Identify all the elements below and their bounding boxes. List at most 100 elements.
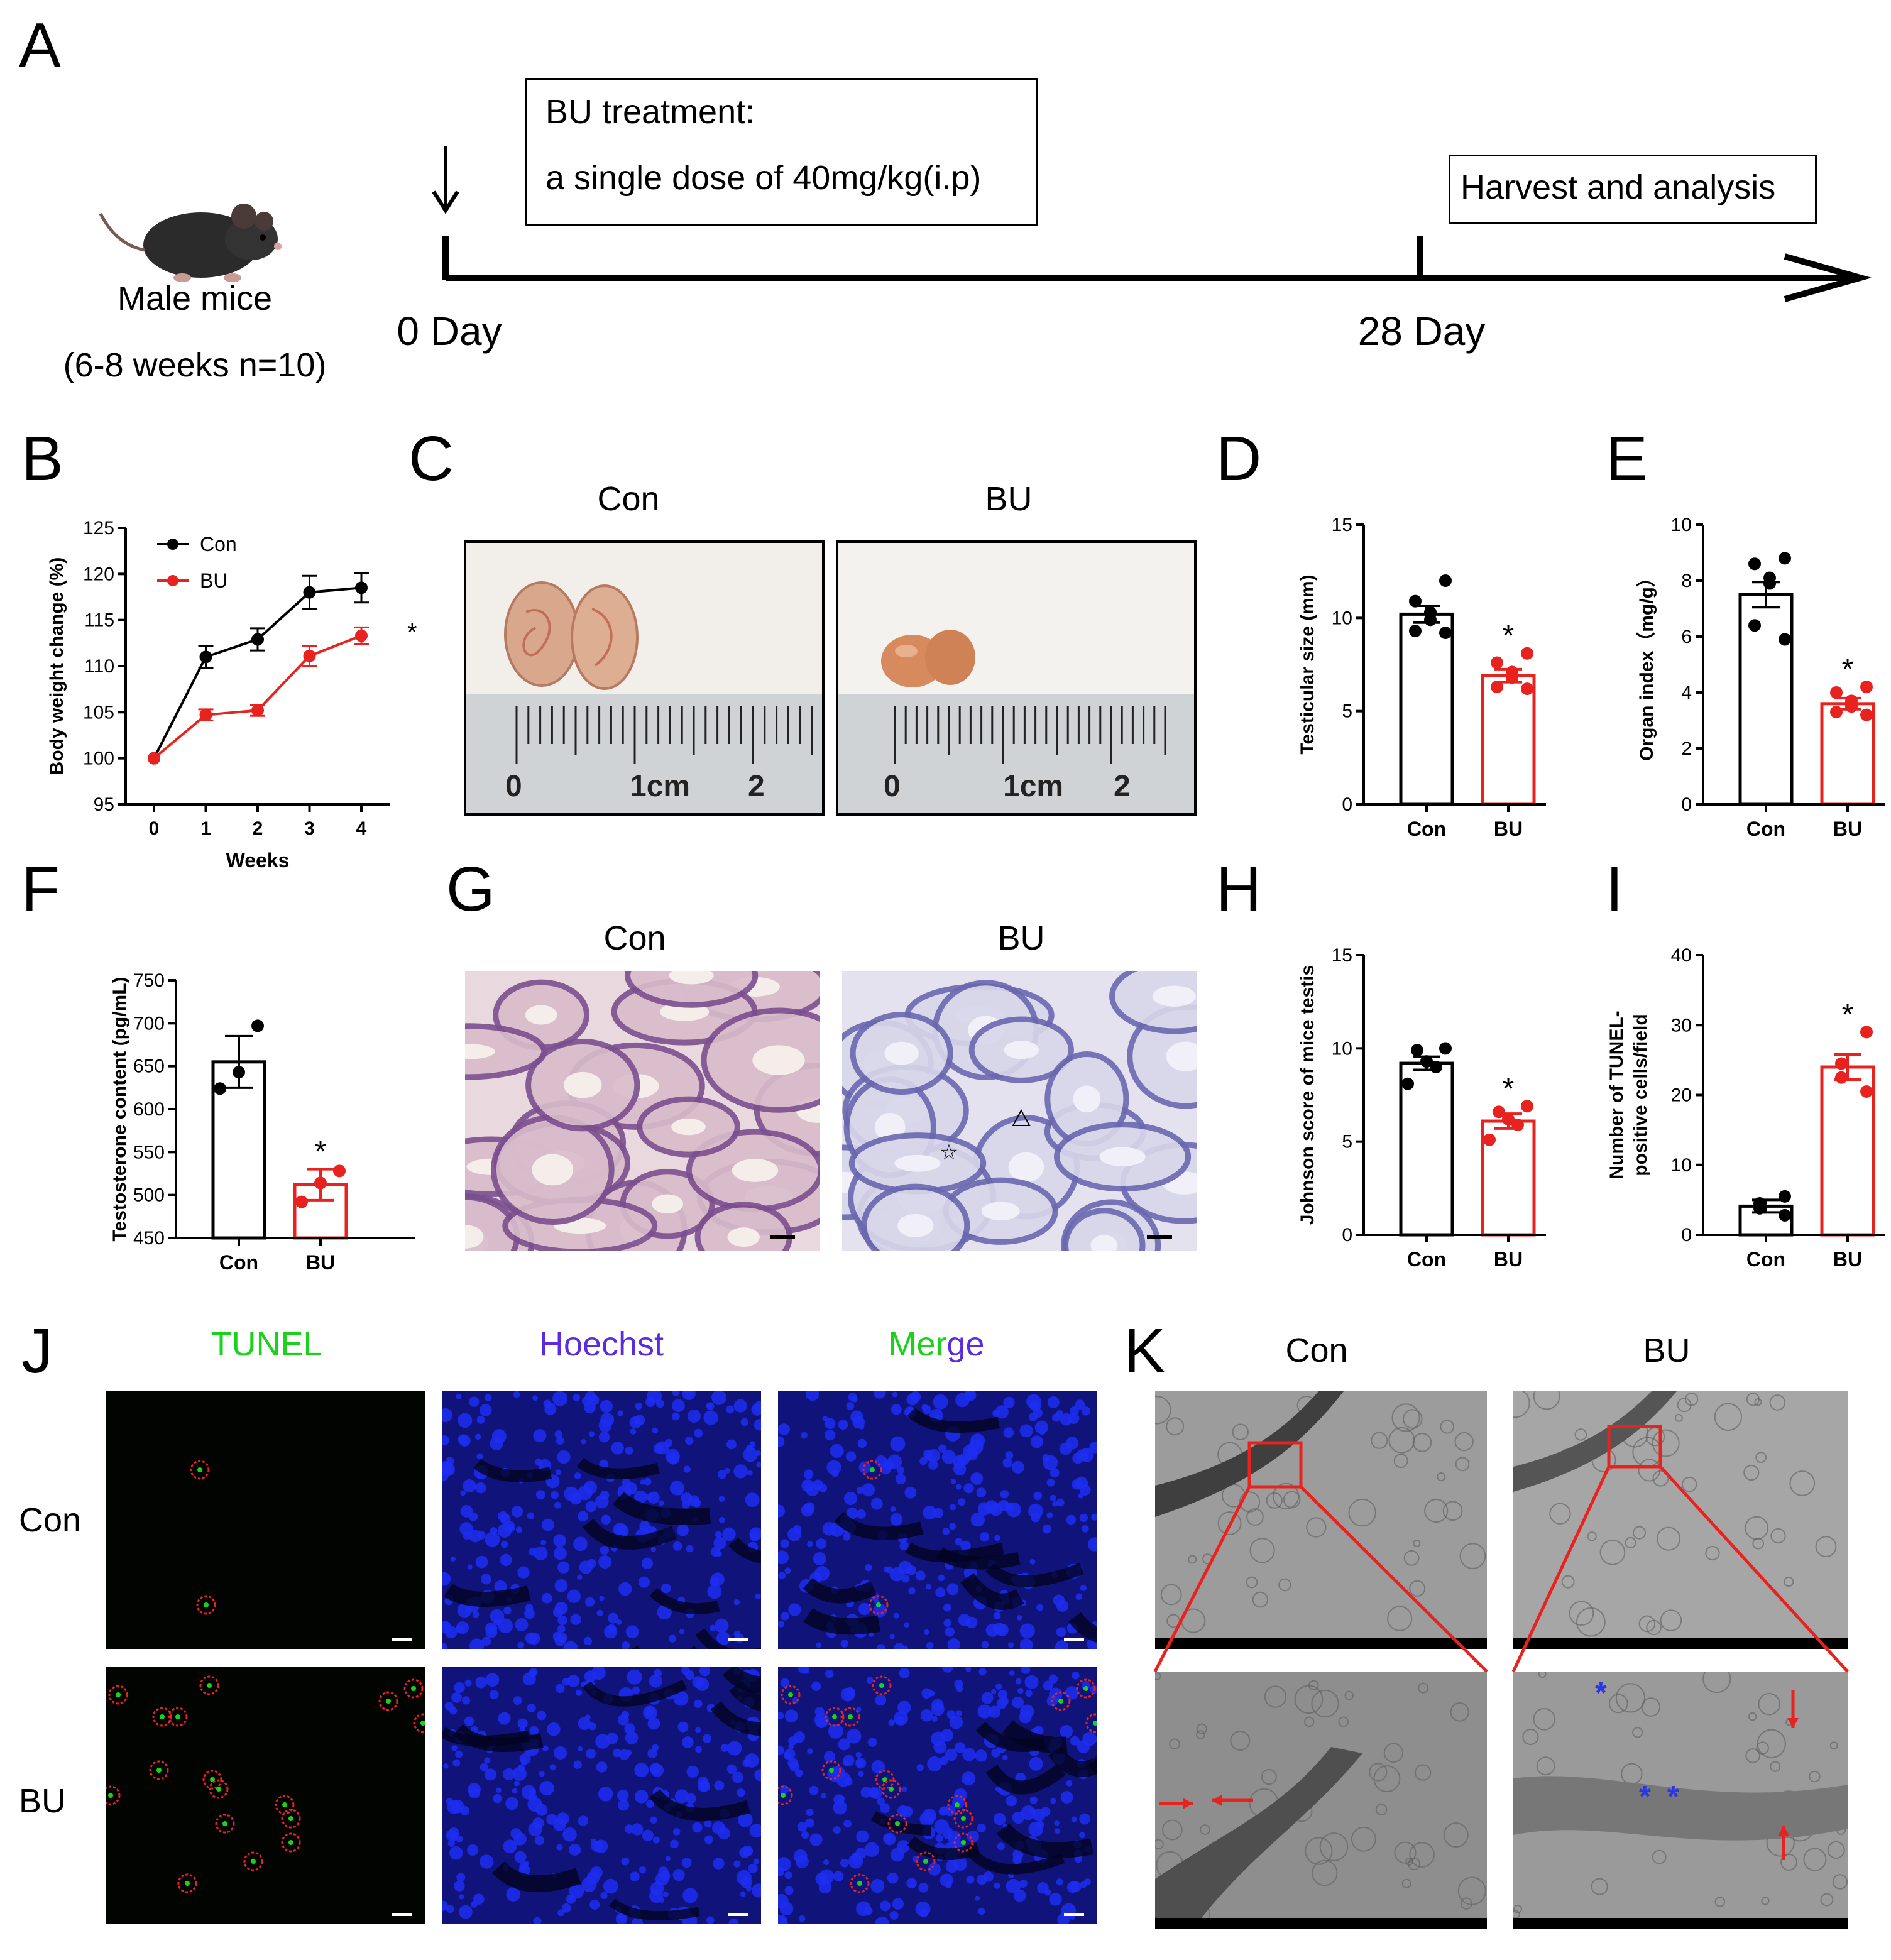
nucleus [707, 1584, 722, 1599]
nucleus [1031, 1513, 1041, 1523]
organelle [1415, 1764, 1432, 1781]
day-end-label: 28 Day [1357, 309, 1486, 354]
nucleus [514, 1851, 527, 1863]
nucleus [542, 1518, 554, 1531]
nucleus [830, 1443, 844, 1458]
nucleus [1026, 1394, 1041, 1410]
nucleus [552, 1631, 562, 1641]
nucleus [842, 1533, 851, 1541]
d-dot-bu [1491, 656, 1503, 669]
e-dot-con [1748, 557, 1761, 571]
b-point-con [251, 633, 264, 646]
blue-asterisk: * [1595, 1677, 1607, 1710]
nucleus [562, 1678, 571, 1686]
nucleus [778, 1712, 784, 1720]
nucleus [527, 1703, 536, 1712]
e-dot-bu [1860, 708, 1873, 721]
nucleus [733, 1464, 748, 1479]
nucleus [843, 1777, 853, 1786]
nucleus [993, 1813, 1006, 1826]
nucleus [816, 1717, 827, 1729]
nucleus [1005, 1451, 1014, 1459]
e-x-tick-label: Con [1746, 818, 1785, 840]
organelle [1403, 1409, 1423, 1429]
tunel-cell-circle [413, 1713, 425, 1733]
nucleus [679, 1629, 685, 1634]
tunel-positive-cell [848, 1714, 853, 1719]
nucleus [501, 1541, 508, 1548]
nucleus [852, 1416, 865, 1429]
nucleus [573, 1394, 581, 1402]
nucleus [1091, 1513, 1097, 1521]
nucleus [1017, 1687, 1024, 1694]
nucleus [813, 1479, 823, 1490]
tunel-positive-cell [895, 1821, 900, 1826]
nucleus [732, 1771, 743, 1783]
organelle [1373, 1765, 1401, 1793]
tunel-cell-circle [281, 1809, 301, 1829]
nucleus [889, 1911, 899, 1920]
nucleus [858, 1602, 871, 1616]
tunel-cell-circle [209, 1779, 229, 1799]
nucleus [778, 1436, 785, 1447]
f-y-tick-label: 600 [133, 1099, 165, 1120]
blue-asterisk: * [1639, 1780, 1651, 1814]
nucleus [733, 1860, 741, 1868]
nucleus [895, 1474, 906, 1485]
nucleus [529, 1668, 538, 1677]
organelle [1748, 1712, 1757, 1721]
e-x-tick-label: BU [1833, 818, 1862, 840]
nucleus [600, 1892, 608, 1900]
nucleus [823, 1859, 830, 1866]
d-x-tick-label: Con [1407, 818, 1446, 840]
nucleus [787, 1758, 799, 1768]
nucleus [901, 1786, 907, 1792]
nucleus [595, 1494, 609, 1509]
nucleus [589, 1899, 600, 1910]
h-dot-bu [1502, 1113, 1515, 1126]
tunel-cell-circle [850, 1873, 870, 1893]
h-dot-con [1411, 1044, 1423, 1057]
organelle [1252, 1591, 1269, 1608]
f-dot-con [251, 1019, 264, 1032]
nucleus [920, 1709, 933, 1722]
nucleus [695, 1727, 701, 1733]
tubule-lumen [1152, 985, 1196, 1007]
membrane-section [1513, 1776, 1848, 1841]
tem-con-roi [1247, 1441, 1303, 1489]
nucleus [647, 1748, 657, 1759]
nucleus [562, 1827, 577, 1842]
nucleus [805, 1391, 819, 1401]
nucleus [738, 1812, 753, 1827]
nucleus [855, 1758, 867, 1769]
nucleus [866, 1677, 874, 1684]
nucleus [950, 1504, 956, 1511]
nucleus [908, 1587, 916, 1595]
nucleus [686, 1793, 696, 1804]
nucleus [965, 1391, 975, 1398]
nucleus [647, 1391, 662, 1404]
nucleus [583, 1481, 597, 1494]
nucleus [927, 1449, 940, 1463]
nucleus [696, 1677, 710, 1691]
nucleus [1025, 1690, 1033, 1697]
nucleus [476, 1415, 485, 1424]
nucleus [1054, 1820, 1060, 1826]
nucleus [753, 1858, 759, 1865]
nucleus [647, 1491, 660, 1504]
nucleus [1040, 1807, 1051, 1817]
nucleus [1049, 1893, 1062, 1906]
d-dot-con [1409, 625, 1422, 638]
nucleus [635, 1402, 643, 1410]
nucleus [890, 1506, 896, 1512]
h-dot-bu [1483, 1133, 1496, 1146]
organelle [1599, 1540, 1626, 1565]
nucleus [694, 1699, 703, 1709]
organelle [1273, 1482, 1300, 1509]
nucleus [825, 1430, 836, 1441]
e-significance-star: * [1842, 653, 1854, 686]
nucleus [634, 1490, 647, 1504]
nucleus [904, 1622, 910, 1628]
nucleus [598, 1787, 613, 1802]
b-x-tick-label: 0 [149, 818, 160, 839]
